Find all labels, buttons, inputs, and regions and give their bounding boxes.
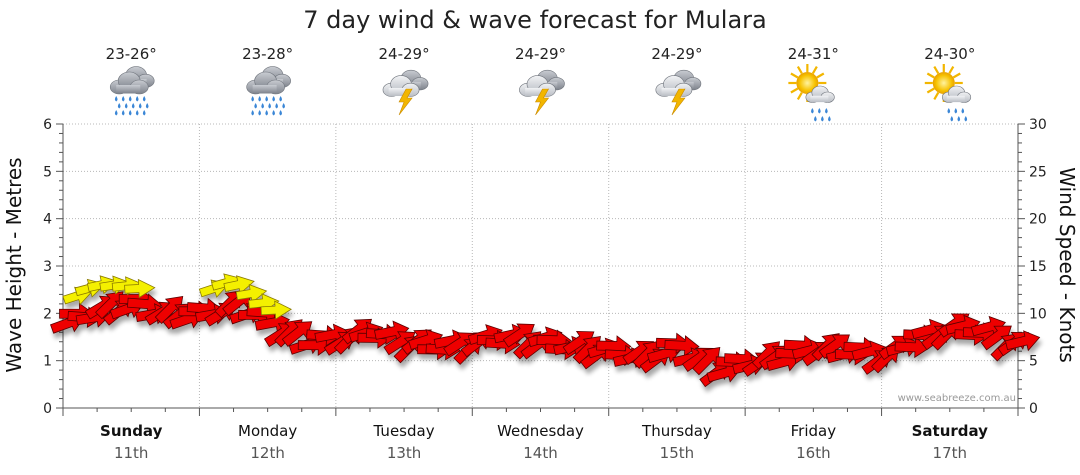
right-tick-label: 30 (1029, 117, 1047, 133)
day-date-label: 17th (933, 444, 967, 462)
thunderstorm-icon (519, 69, 565, 116)
left-tick-label: 1 (43, 354, 52, 370)
day-temp-label: 23-26° (106, 45, 157, 63)
day-date-label: 16th (796, 444, 830, 462)
thunderstorm-icon (655, 69, 702, 116)
wind-arrow (980, 325, 1012, 351)
day-date-label: 15th (660, 444, 694, 462)
right-tick-label: 0 (1029, 401, 1038, 417)
right-tick-label: 25 (1029, 164, 1047, 180)
left-tick-label: 2 (43, 306, 52, 322)
day-name-label: Thursday (641, 422, 712, 440)
right-tick-label: 5 (1029, 354, 1038, 370)
left-tick-label: 4 (43, 212, 52, 228)
axes: 0 1 2 3 4 5 6 0 5 10 15 20 25 30 (43, 117, 1047, 417)
y-axis-right-label: Wind Speed - Knots (1055, 167, 1079, 363)
wind-arrows (50, 273, 1041, 388)
left-tick-label: 5 (43, 164, 52, 180)
wind-arrow (1004, 330, 1041, 352)
day-date-label: 11th (114, 444, 148, 462)
wind-arrow-strong (235, 284, 268, 304)
wind-arrow (894, 336, 930, 359)
left-tick-label: 0 (43, 401, 52, 417)
right-tick-label: 10 (1029, 306, 1047, 322)
day-date-label: 14th (523, 444, 557, 462)
day-temp-label: 24-29° (515, 45, 566, 63)
day-labels: Sunday 11th Monday 12th Tuesday 13th Wednesday… (100, 422, 988, 462)
right-tick-label: 20 (1029, 212, 1047, 228)
wind-arrow-strong (223, 275, 255, 295)
day-name-label: Tuesday (373, 422, 435, 440)
day-temp-label: 24-29° (379, 45, 430, 63)
day-date-label: 12th (250, 444, 284, 462)
heavy-rain-icon (109, 66, 155, 116)
day-name-label: Saturday (912, 422, 989, 440)
weather-row: 23-26° 23-28° 24-29° 24-29° 24-29° 24-31° 24-3… (106, 45, 975, 122)
credit-text: www.seabreeze.com.au (898, 393, 1016, 404)
wind-arrow-strong (260, 300, 292, 320)
right-tick-label: 15 (1029, 259, 1047, 275)
wind-arrow (706, 361, 742, 383)
sun-shower-icon (924, 64, 972, 122)
day-temp-label: 23-28° (242, 45, 293, 63)
left-tick-label: 3 (43, 259, 52, 275)
day-temp-label: 24-31° (788, 45, 839, 63)
day-name-label: Friday (791, 422, 837, 440)
y-axis-left-label: Wave Height - Metres (2, 157, 26, 372)
day-name-label: Monday (238, 422, 297, 440)
thunderstorm-icon (382, 69, 429, 116)
left-tick-label: 6 (43, 117, 52, 133)
day-date-label: 13th (387, 444, 421, 462)
day-name-label: Sunday (100, 422, 163, 440)
day-temp-label: 24-29° (651, 45, 702, 63)
day-temp-label: 24-30° (924, 45, 975, 63)
sun-shower-icon (788, 64, 835, 122)
heavy-rain-icon (246, 66, 291, 116)
wind-arrow-strong (124, 278, 156, 299)
day-name-label: Wednesday (497, 422, 584, 440)
chart-title: 7 day wind & wave forecast for Mulara (303, 6, 767, 34)
wind-arrow (502, 323, 535, 348)
wind-arrow (692, 346, 721, 376)
